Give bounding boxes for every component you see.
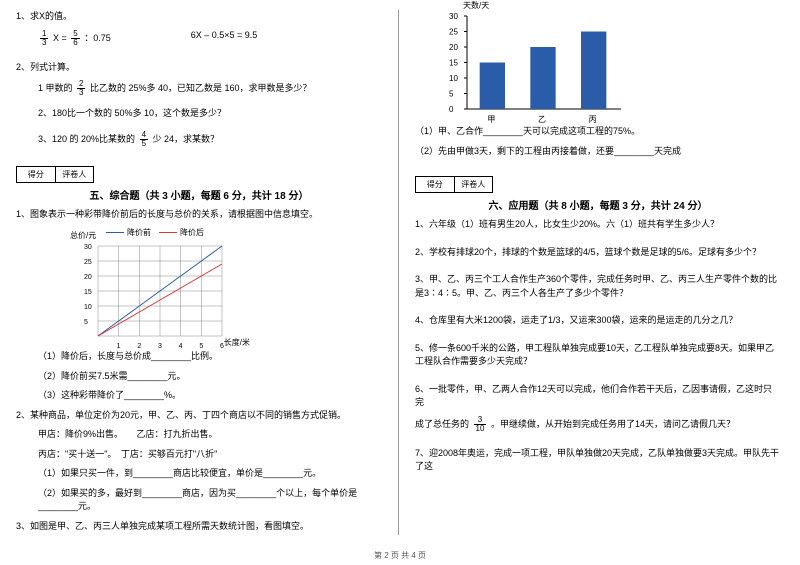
chart-legend: 降价前 降价后	[106, 227, 382, 238]
score-box-5: 得分 评卷人	[16, 166, 94, 183]
svg-text:25: 25	[449, 28, 458, 37]
svg-text:5: 5	[84, 319, 88, 326]
frac-1-3: 13	[40, 30, 48, 47]
a7: 7、迎2008年奥运，完成一项工程，甲队单独做20天完成，乙队单独做要3天完成。…	[415, 447, 781, 474]
c2-s1: （1）如果只买一件，到________商店比较便宜，单价是________元。	[38, 467, 382, 481]
score-box-6: 得分 评卷人	[415, 176, 493, 193]
svg-text:20: 20	[84, 274, 92, 281]
x-axis-label: 长度/米	[224, 337, 250, 348]
svg-text:1: 1	[117, 343, 121, 350]
svg-text:乙: 乙	[538, 115, 546, 124]
a5: 5、修一条600千米的公路，甲工程队单独完成要10天，乙工程队单独完成要8天。如…	[415, 342, 781, 369]
a6-line1: 6、一批零件，甲、乙两人合作12天可以完成，他们合作若干天后，乙因事请假，乙这时…	[415, 383, 781, 410]
svg-text:0: 0	[449, 105, 454, 114]
svg-text:15: 15	[84, 289, 92, 296]
svg-text:5: 5	[199, 343, 203, 350]
svg-text:2: 2	[137, 343, 141, 350]
a2: 2、学校有排球20个，排球的个数是篮球的4/5，篮球个数是足球的5/6。足球有多…	[415, 246, 781, 260]
b2: （2）先由甲做3天，剩下的工程由丙接着做，还要________天完成	[415, 145, 781, 159]
q2-s1: 1 甲数的 23 比乙数的 25%多 40，已知乙数是 160，求甲数是多少？	[38, 80, 382, 97]
svg-text:30: 30	[84, 244, 92, 251]
eq1: 13 X = 56 ：0.75	[38, 30, 111, 47]
legend-after: 降价后	[159, 227, 204, 238]
section-6-title: 六、应用题（共 8 小题，每题 3 分，共计 24 分）	[415, 197, 781, 212]
left-page: 1、求X的值。 13 X = 56 ：0.75 6X – 0.5×5 = 9.5…	[0, 0, 398, 565]
c1-s1: （1）降价后，长度与总价成________比例。	[38, 350, 382, 364]
c1-s3: （3）这种彩带降价了________%。	[38, 389, 382, 403]
right-page: 天数/天 甲 乙 丙 0 5 10 15 20 25 30 （1）甲、乙合作________天可…	[399, 0, 797, 565]
y-axis-label: 总价/元	[70, 230, 96, 241]
c1-title: 1、图象表示一种彩带降价前后的长度与总价的关系，请根据图中信息填空。	[16, 208, 382, 222]
svg-text:10: 10	[449, 74, 458, 83]
svg-text:4: 4	[179, 343, 183, 350]
bar-chart: 天数/天 甲乙丙 051015202530	[435, 10, 625, 125]
c2-s2: （2）如果买的多，最好到________商店，因为买________个以上，每个…	[38, 487, 382, 514]
line-chart: 总价/元 123456 51015202530 长度/米	[76, 240, 226, 350]
section-5-title: 五、综合题（共 3 小题，每题 6 分，共计 18 分）	[16, 187, 382, 202]
grader-label: 评卷人	[56, 167, 94, 182]
q2-title: 2、列式计算。	[16, 61, 382, 75]
svg-text:甲: 甲	[487, 115, 495, 124]
svg-text:20: 20	[449, 43, 458, 52]
c2-l2: 丙店："买十送一"。 丁店：买够百元打"八折"	[38, 448, 382, 462]
frac-2-3: 23	[77, 80, 85, 97]
bar-chart-svg: 甲 乙 丙 0 5 10 15 20 25 30	[435, 10, 625, 125]
q1-title: 1、求X的值。	[16, 10, 382, 24]
svg-text:15: 15	[449, 59, 458, 68]
eq2: 6X – 0.5×5 = 9.5	[191, 30, 258, 47]
q2-s3: 3、120 的 20%比某数的 45 少 24，求某数？	[38, 131, 382, 148]
c3-title: 3、如图是甲、乙、丙三人单独完成某项工程所需天数统计图，看图填空。	[16, 520, 382, 534]
q2-s2: 2、180比一个数的 50%多 10，这个数是多少？	[38, 107, 382, 121]
score-label: 得分	[17, 167, 56, 182]
legend-before: 降价前	[106, 227, 151, 238]
frac-4-5: 45	[140, 131, 148, 148]
frac-3-10: 310	[474, 416, 487, 433]
bar-y-label: 天数/天	[463, 0, 489, 11]
svg-text:5: 5	[449, 90, 454, 99]
page-footer: 第 2 页 共 4 页	[0, 550, 800, 561]
svg-text:10: 10	[84, 304, 92, 311]
svg-text:30: 30	[449, 12, 458, 21]
svg-text:25: 25	[84, 259, 92, 266]
c1-s2: （2）降价前买7.5米需________元。	[38, 370, 382, 384]
frac-5-6: 56	[71, 30, 79, 47]
svg-text:3: 3	[158, 343, 162, 350]
score-label-r: 得分	[416, 177, 455, 192]
line-chart-svg: 123456 51015202530	[76, 240, 226, 350]
svg-text:丙: 丙	[589, 115, 597, 124]
q1-equations: 13 X = 56 ：0.75 6X – 0.5×5 = 9.5	[38, 30, 382, 47]
c2-title: 2、某种商品，单位定价为20元，甲、乙、丙、丁四个商店以不同的销售方式促销。	[16, 409, 382, 423]
c2-l1: 甲店：降价9%出售。 乙店：打九折出售。	[38, 428, 382, 442]
a1: 1、六年级（1）班有男生20人，比女生少20%。六（1）班共有学生多少人？	[415, 218, 781, 232]
a4: 4、仓库里有大米1200袋，运走了1/3，又运来300袋，运来的是运走的几分之几…	[415, 314, 781, 328]
b1: （1）甲、乙合作________天可以完成这项工程的75%。	[415, 125, 781, 139]
a3: 3、甲、乙、丙三个工人合作生产360个零件，完成任务时甲、乙、丙三人生产零件个数…	[415, 273, 781, 300]
grader-label-r: 评卷人	[455, 177, 493, 192]
a6-line2: 成了总任务的 310 。甲继续做，从开始到完成任务用了14天，请问乙请假几天？	[415, 416, 781, 433]
